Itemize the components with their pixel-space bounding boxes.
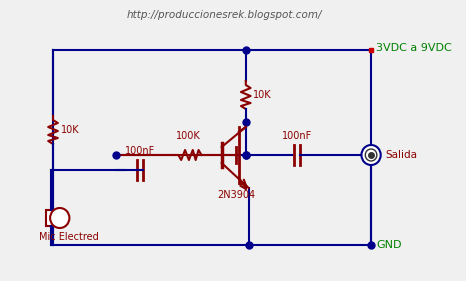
Text: 3VDC a 9VDC: 3VDC a 9VDC [376,43,452,53]
Text: Salida: Salida [385,150,418,160]
Text: 100nF: 100nF [124,146,155,156]
Circle shape [50,208,69,228]
Text: http://produccionesrek.blogspot.com/: http://produccionesrek.blogspot.com/ [127,10,322,20]
Circle shape [365,149,377,161]
Bar [46,210,56,226]
Text: Mic Electred: Mic Electred [39,232,98,242]
Text: 10K: 10K [61,125,79,135]
Text: 100nF: 100nF [282,131,312,141]
Text: GND: GND [376,240,401,250]
Circle shape [362,145,381,165]
Text: 100K: 100K [176,131,200,141]
Text: 10K: 10K [253,90,271,100]
Text: 2N3904: 2N3904 [217,190,255,200]
